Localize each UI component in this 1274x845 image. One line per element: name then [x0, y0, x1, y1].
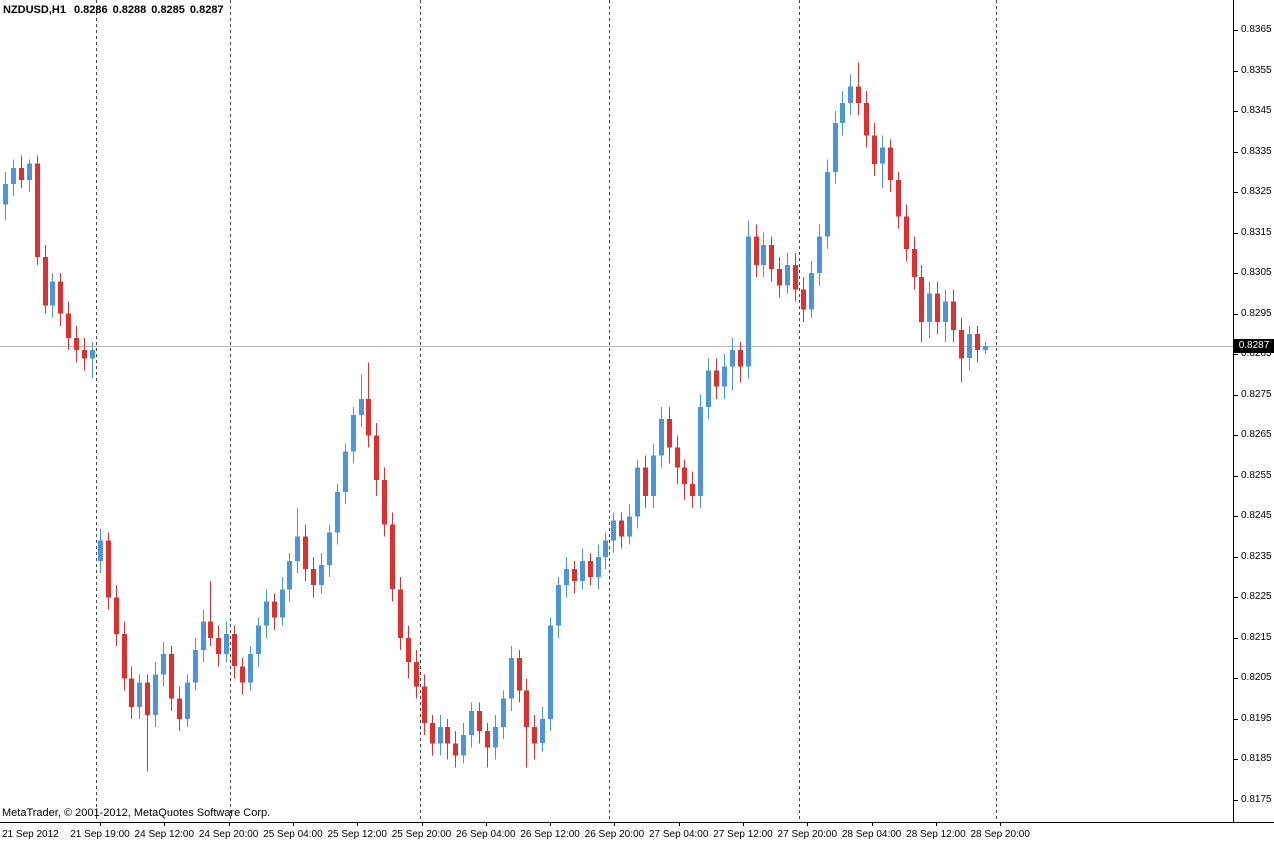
time-scale-tick: [422, 823, 423, 826]
price-scale-label: 0.8295: [1241, 307, 1272, 319]
price-scale[interactable]: 0.8287 0.8365 0.8355 0.8345 0.8335 0.8325 0.8…: [1233, 0, 1274, 822]
price-scale-label: 0.8235: [1241, 550, 1272, 562]
symbol-timeframe: NZDUSD,H1: [3, 4, 66, 16]
time-scale-tick: [936, 823, 937, 826]
time-scale-label: 25 Sep 04:00: [263, 829, 323, 840]
time-scale-tick: [743, 823, 744, 826]
copyright-text: MetaTrader, © 2001-2012, MetaQuotes Soft…: [2, 807, 271, 819]
price-scale-tick: [1234, 111, 1238, 112]
time-scale-label: 25 Sep 12:00: [327, 829, 387, 840]
price-scale-label: 0.8245: [1241, 510, 1272, 522]
price-scale-label: 0.8265: [1241, 429, 1272, 441]
price-scale-label: 0.8305: [1241, 267, 1272, 279]
price-scale-label: 0.8335: [1241, 145, 1272, 157]
time-scale[interactable]: 21 Sep 2012 21 Sep 19:00 24 Sep 12:00 24 Se…: [0, 822, 1274, 845]
price-scale-tick: [1234, 597, 1238, 598]
ohlc-header: NZDUSD,H1 0.8286 0.8288 0.8285 0.8287: [3, 4, 229, 16]
price-scale-tick: [1234, 395, 1238, 396]
price-scale-tick: [1234, 233, 1238, 234]
price-scale-label: 0.8255: [1241, 469, 1272, 481]
time-scale-label: 28 Sep 20:00: [970, 829, 1030, 840]
price-scale-label: 0.8365: [1241, 24, 1272, 35]
price-scale-label: 0.8355: [1241, 64, 1272, 76]
price-scale-label: 0.8315: [1241, 226, 1272, 238]
price-scale-tick: [1234, 800, 1238, 801]
time-scale-label: 27 Sep 20:00: [777, 829, 838, 840]
time-scale-label: 26 Sep 04:00: [456, 829, 516, 840]
time-scale-tick: [357, 823, 358, 826]
price-scale-label: 0.8345: [1241, 105, 1272, 117]
time-scale-label: 27 Sep 04:00: [648, 829, 709, 840]
time-scale-label: 21 Sep 19:00: [70, 829, 130, 840]
price-scale-tick: [1234, 516, 1238, 517]
current-price-badge: 0.8287: [1234, 339, 1274, 353]
price-scale-tick: [1234, 678, 1238, 679]
time-scale-label: 24 Sep 20:00: [198, 829, 259, 840]
price-scale-label: 0.8225: [1241, 591, 1272, 603]
time-scale-tick: [164, 823, 165, 826]
price-scale-label: 0.8175: [1241, 794, 1272, 805]
time-scale-tick: [679, 823, 680, 826]
price-scale-tick: [1234, 354, 1238, 355]
time-scale-label: 26 Sep 12:00: [520, 829, 580, 840]
time-scale-label: 26 Sep 20:00: [584, 829, 645, 840]
price-scale-label: 0.8195: [1241, 712, 1272, 724]
time-scale-label: 21 Sep 2012: [2, 829, 59, 840]
time-scale-label: 27 Sep 12:00: [713, 829, 773, 840]
price-scale-tick: [1234, 152, 1238, 153]
high-value: 0.8288: [112, 4, 147, 16]
time-scale-tick: [100, 823, 101, 826]
price-scale-tick: [1234, 435, 1238, 436]
low-value: 0.8285: [151, 4, 185, 16]
price-scale-tick: [1234, 719, 1238, 720]
price-scale-tick: [1234, 557, 1238, 558]
time-scale-tick: [229, 823, 230, 826]
price-scale-label: 0.8285: [1241, 348, 1272, 360]
price-scale-label: 0.8185: [1241, 753, 1272, 765]
price-scale-tick: [1234, 273, 1238, 274]
time-scale-tick: [807, 823, 808, 826]
time-scale-tick: [486, 823, 487, 826]
price-scale-tick: [1234, 192, 1238, 193]
time-scale-tick: [550, 823, 551, 826]
price-scale-label: 0.8275: [1241, 388, 1272, 400]
time-scale-label: 25 Sep 20:00: [391, 829, 452, 840]
price-scale-tick: [1234, 759, 1238, 760]
price-scale-tick: [1234, 476, 1238, 477]
price-scale-tick: [1234, 314, 1238, 315]
time-scale-label: 28 Sep 12:00: [906, 829, 966, 840]
price-scale-label: 0.8325: [1241, 186, 1272, 198]
price-scale-tick: [1234, 30, 1238, 31]
price-scale-tick: [1234, 638, 1238, 639]
time-scale-tick: [1000, 823, 1001, 826]
chart-area[interactable]: NZDUSD,H1 0.8286 0.8288 0.8285 0.8287 MetaTr…: [0, 0, 1233, 822]
time-scale-label: 24 Sep 12:00: [134, 829, 195, 840]
close-value: 0.8287: [189, 4, 224, 16]
time-scale-tick: [293, 823, 294, 826]
open-value: 0.8286: [73, 4, 108, 16]
time-scale-tick: [614, 823, 615, 826]
price-scale-tick: [1234, 71, 1238, 72]
time-scale-label: 28 Sep 04:00: [841, 829, 902, 840]
time-scale-tick: [872, 823, 873, 826]
price-scale-label: 0.8215: [1241, 631, 1272, 643]
candlestick-chart: [0, 0, 1233, 822]
price-scale-label: 0.8205: [1241, 672, 1272, 684]
